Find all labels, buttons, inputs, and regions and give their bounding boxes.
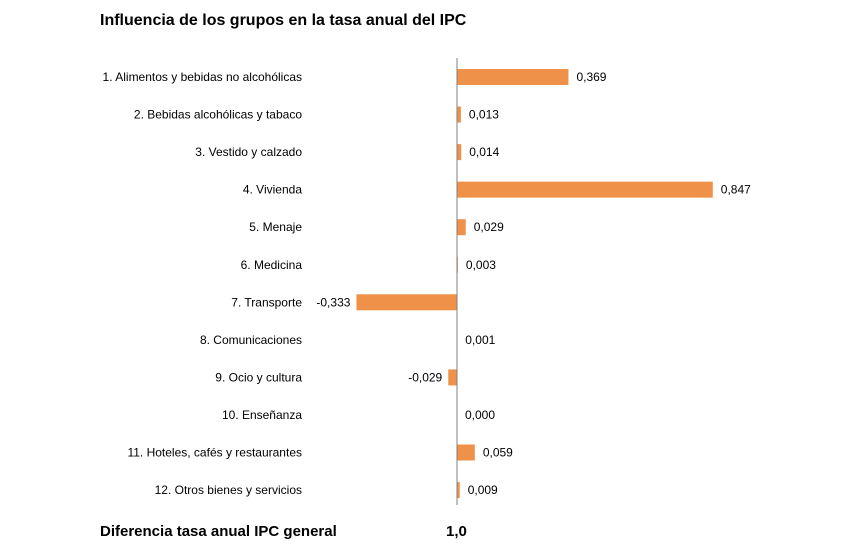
category-label-11: 11. Hoteles, cafés y restaurantes <box>127 446 302 460</box>
bar-2 <box>457 106 461 123</box>
value-label-2: 0,013 <box>469 108 499 122</box>
value-label-8: 0,001 <box>465 333 495 347</box>
labels-layer: 1. Alimentos y bebidas no alcohólicas 0,3… <box>103 70 752 497</box>
chart-title: Influencia de los grupos en la tasa anua… <box>100 12 467 29</box>
bars-layer <box>356 69 713 499</box>
category-label-1: 1. Alimentos y bebidas no alcohólicas <box>103 70 302 84</box>
category-label-10: 10. Enseñanza <box>222 408 302 422</box>
category-label-7: 7. Transporte <box>231 295 302 309</box>
value-label-1: 0,369 <box>576 70 606 84</box>
value-label-7: -0,333 <box>316 295 350 309</box>
bar-4 <box>457 181 713 198</box>
category-label-2: 2. Bebidas alcohólicas y tabaco <box>134 108 302 122</box>
category-label-12: 12. Otros bienes y servicios <box>155 483 302 497</box>
category-label-4: 4. Vivienda <box>243 183 302 197</box>
category-label-6: 6. Medicina <box>241 258 303 272</box>
category-label-8: 8. Comunicaciones <box>200 333 302 347</box>
footer-label: Diferencia tasa anual IPC general <box>100 523 337 540</box>
bar-12 <box>457 482 460 499</box>
footer-value: 1,0 <box>446 523 467 540</box>
value-label-9: -0,029 <box>408 370 442 384</box>
category-label-5: 5. Menaje <box>249 220 302 234</box>
value-label-5: 0,029 <box>474 220 504 234</box>
category-label-9: 9. Ocio y cultura <box>215 370 302 384</box>
category-label-3: 3. Vestido y calzado <box>195 145 302 159</box>
value-label-3: 0,014 <box>469 145 499 159</box>
bar-5 <box>457 219 466 236</box>
bar-1 <box>457 69 569 85</box>
bar-7 <box>356 294 457 311</box>
value-label-12: 0,009 <box>468 483 498 497</box>
bar-11 <box>457 444 475 461</box>
value-label-4: 0,847 <box>721 183 751 197</box>
bar-3 <box>457 144 462 161</box>
value-label-11: 0,059 <box>483 446 513 460</box>
bar-9 <box>448 369 457 386</box>
value-label-6: 0,003 <box>466 258 496 272</box>
value-label-10: 0,000 <box>465 408 495 422</box>
